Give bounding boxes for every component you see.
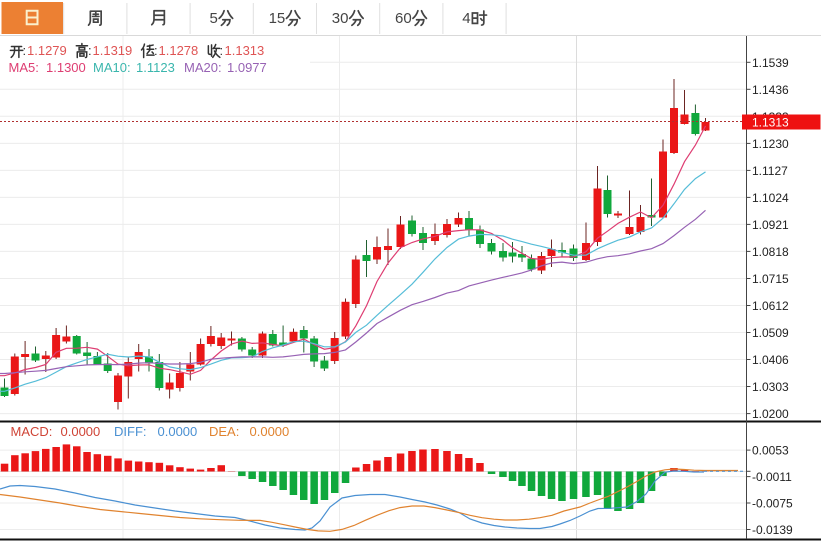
svg-text:1.0200: 1.0200 xyxy=(752,407,789,421)
svg-text:-0.0011: -0.0011 xyxy=(752,470,792,484)
svg-text:1.1230: 1.1230 xyxy=(752,137,789,151)
svg-text:1.0303: 1.0303 xyxy=(752,380,789,394)
svg-text:1.1539: 1.1539 xyxy=(752,56,789,70)
svg-text:1.0715: 1.0715 xyxy=(752,272,789,286)
svg-text:MACD:: MACD: xyxy=(11,424,53,439)
svg-text:0.0000: 0.0000 xyxy=(61,424,101,439)
svg-text:0.0000: 0.0000 xyxy=(158,424,198,439)
svg-text:DEA:: DEA: xyxy=(209,424,239,439)
svg-text:1.1319: 1.1319 xyxy=(93,43,133,58)
svg-text:5: 5 xyxy=(210,10,218,27)
svg-text:30: 30 xyxy=(332,10,349,27)
svg-text:1.1313: 1.1313 xyxy=(752,116,789,130)
svg-text::: : xyxy=(88,43,92,58)
svg-text::: : xyxy=(23,43,27,58)
svg-text:MA5:: MA5: xyxy=(9,60,39,75)
svg-text:1.0921: 1.0921 xyxy=(752,218,789,232)
svg-text:1.0818: 1.0818 xyxy=(752,245,789,259)
svg-text:1.1024: 1.1024 xyxy=(752,191,789,205)
svg-text:0.0000: 0.0000 xyxy=(250,424,290,439)
svg-text:1.0612: 1.0612 xyxy=(752,299,789,313)
svg-text:1.0509: 1.0509 xyxy=(752,326,789,340)
svg-text:1.1278: 1.1278 xyxy=(159,43,199,58)
svg-text:1.1300: 1.1300 xyxy=(46,60,86,75)
svg-text:1.1436: 1.1436 xyxy=(752,83,789,97)
svg-text:1.1127: 1.1127 xyxy=(752,164,788,178)
svg-text:15: 15 xyxy=(269,10,286,27)
svg-text:1.0406: 1.0406 xyxy=(752,353,789,367)
svg-text:60: 60 xyxy=(395,10,412,27)
svg-text:MA20:: MA20: xyxy=(184,60,222,75)
svg-text:-0.0139: -0.0139 xyxy=(752,523,793,537)
svg-text:-0.0075: -0.0075 xyxy=(752,497,793,511)
svg-text:MA10:: MA10: xyxy=(93,60,131,75)
svg-text:1.0977: 1.0977 xyxy=(227,60,267,75)
svg-text:1.1279: 1.1279 xyxy=(27,43,67,58)
svg-text:0.0053: 0.0053 xyxy=(752,444,789,458)
svg-text:1.1123: 1.1123 xyxy=(136,60,175,75)
svg-text:1.1313: 1.1313 xyxy=(225,43,265,58)
svg-text::: : xyxy=(220,43,224,58)
svg-text:DIFF:: DIFF: xyxy=(114,424,147,439)
svg-text::: : xyxy=(154,43,158,58)
svg-text:4: 4 xyxy=(462,10,470,27)
